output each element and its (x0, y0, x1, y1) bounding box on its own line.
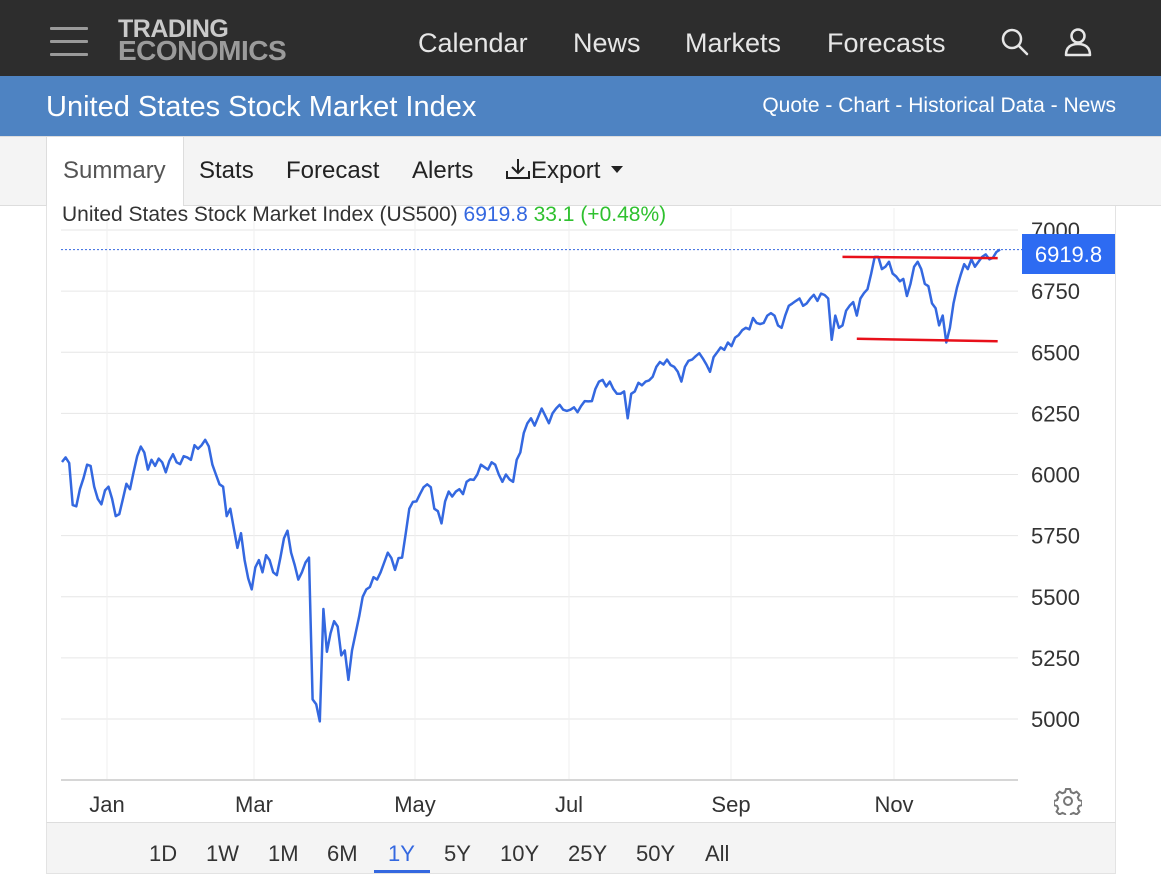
link-news[interactable]: News (1063, 94, 1116, 117)
y-tick-label: 6750 (1031, 279, 1080, 304)
tab-stats[interactable]: Stats (199, 157, 254, 184)
nav-markets[interactable]: Markets (685, 28, 782, 58)
y-tick-label: 6500 (1031, 340, 1080, 365)
range-1w[interactable]: 1W (206, 841, 239, 866)
x-tick-label: Nov (874, 792, 913, 817)
top-navbar: TRADING ECONOMICS Calendar News Markets … (0, 0, 1161, 76)
last-price-tag: 6919.8 (1022, 234, 1115, 274)
link-separator: - (889, 94, 909, 117)
chart-legend: United States Stock Market Index (US500)… (62, 203, 666, 227)
range-1d[interactable]: 1D (149, 841, 178, 866)
range-1m[interactable]: 1M (268, 841, 299, 866)
y-tick-label: 5500 (1031, 585, 1080, 610)
y-tick-label: 5000 (1031, 707, 1080, 732)
range-25y[interactable]: 25Y (568, 841, 608, 866)
range-10y[interactable]: 10Y (500, 841, 540, 866)
range-1y[interactable]: 1Y (388, 841, 415, 866)
export-label: Export (531, 157, 601, 184)
tabs-bar: Summary Stats Forecast Alerts Export (0, 136, 1161, 207)
search-icon[interactable] (999, 26, 1031, 58)
x-tick-label: Sep (711, 792, 750, 817)
export-button[interactable]: Export (505, 157, 624, 185)
sub-header: United States Stock Market Index Quote -… (0, 76, 1161, 136)
caret-down-icon (611, 166, 624, 173)
legend-price: 6919.8 (463, 203, 528, 226)
nav-forecasts[interactable]: Forecasts (827, 28, 946, 58)
link-separator: - (819, 94, 839, 117)
section-links: Quote - Chart - Historical Data - News (762, 94, 1116, 118)
series-line (61, 248, 1001, 723)
y-tick-label: 5250 (1031, 646, 1080, 671)
range-50y[interactable]: 50Y (636, 841, 676, 866)
link-historical-data[interactable]: Historical Data (908, 94, 1045, 117)
range-selector: 1D 1W 1M 6M 1Y 5Y 10Y 25Y 50Y All (46, 822, 1116, 874)
gear-icon[interactable] (1054, 787, 1082, 815)
logo-line1: TRADING (118, 15, 229, 43)
x-tick-label: May (394, 792, 436, 817)
y-tick-label: 6250 (1031, 401, 1080, 426)
range-6m[interactable]: 6M (327, 841, 358, 866)
link-chart[interactable]: Chart (838, 94, 890, 117)
tab-summary[interactable]: Summary (46, 137, 184, 207)
range-5y[interactable]: 5Y (444, 841, 471, 866)
page-title: United States Stock Market Index (46, 91, 477, 123)
hamburger-icon[interactable] (50, 27, 88, 57)
trend-line (842, 255, 998, 260)
y-tick-label: 5750 (1031, 524, 1080, 549)
x-tick-label: Jul (555, 792, 583, 817)
active-range-indicator (374, 870, 430, 873)
logo-line2: ECONOMICS (118, 35, 287, 66)
logo[interactable]: TRADING ECONOMICS (118, 15, 287, 66)
link-separator: - (1044, 94, 1064, 117)
legend-change: 33.1 (+0.48%) (533, 203, 667, 226)
range-all[interactable]: All (705, 841, 730, 866)
legend-name: United States Stock Market Index (US500) (62, 203, 458, 226)
user-icon[interactable] (1062, 26, 1094, 58)
link-quote[interactable]: Quote (762, 94, 820, 117)
tab-alerts[interactable]: Alerts (412, 157, 474, 184)
tab-forecast[interactable]: Forecast (286, 157, 380, 184)
x-tick-label: Jan (89, 792, 124, 817)
nav-calendar[interactable]: Calendar (418, 28, 528, 58)
nav-news[interactable]: News (573, 28, 641, 58)
y-tick-label: 6000 (1031, 463, 1080, 488)
trend-line (856, 337, 998, 343)
x-tick-label: Mar (235, 792, 273, 817)
download-icon (506, 159, 530, 179)
